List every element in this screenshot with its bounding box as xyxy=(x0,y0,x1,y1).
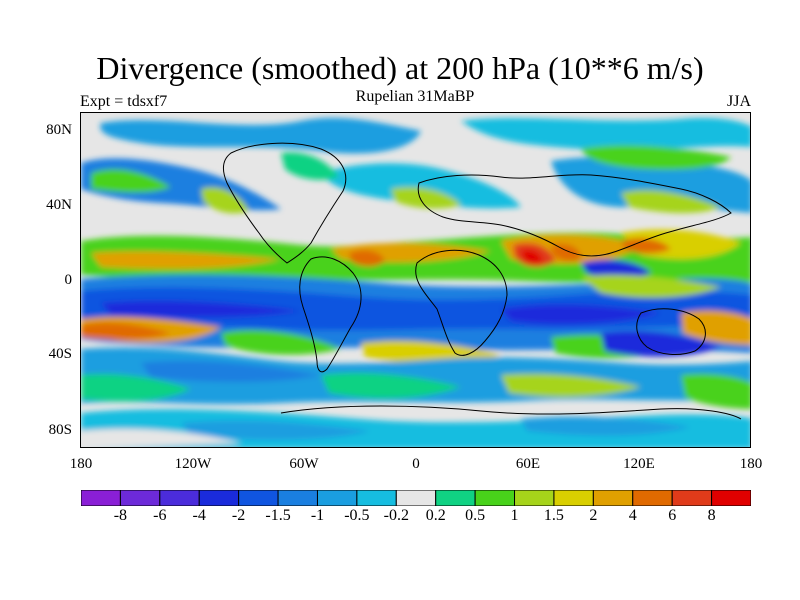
lat-label-80s: 80S xyxy=(48,422,72,438)
divergence-map xyxy=(80,112,751,448)
colorbar-swatch xyxy=(395,490,437,506)
coastlines xyxy=(223,142,742,420)
colorbar-label: 0.2 xyxy=(425,507,446,524)
colorbar-swatch xyxy=(119,490,161,506)
colorbar-label: 2 xyxy=(589,507,598,524)
colorbar-swatch xyxy=(316,490,358,506)
lon-label-180w: 180 xyxy=(69,456,93,472)
colorbar-swatch xyxy=(592,490,634,506)
lon-label-180e: 180 xyxy=(739,456,763,472)
lon-label-120w: 120W xyxy=(174,456,212,472)
lon-label-120e: 120E xyxy=(623,456,655,472)
lat-label-40s: 40S xyxy=(48,346,72,362)
colorbar-label: 1.5 xyxy=(543,507,564,524)
plot-subtitle: Rupelian 31MaBP xyxy=(355,88,475,105)
colorbar-swatch xyxy=(238,490,279,506)
colorbar-swatch xyxy=(711,490,751,506)
colorbar-swatch xyxy=(81,490,121,506)
colorbar-swatch xyxy=(159,490,200,506)
colorbar xyxy=(81,490,751,506)
colorbar-label: 6 xyxy=(668,507,677,524)
colorbar-label: -0.2 xyxy=(383,507,409,524)
colorbar-swatch xyxy=(198,490,240,506)
colorbar-label: -1.5 xyxy=(265,507,291,524)
colorbar-swatch xyxy=(277,490,318,506)
colorbar-swatch xyxy=(553,490,594,506)
season-label: JJA xyxy=(727,93,752,110)
colorbar-label: -8 xyxy=(113,507,128,524)
colorbar-label: -4 xyxy=(192,507,206,524)
colorbar-label: 4 xyxy=(628,507,637,524)
colorbar-label: -1 xyxy=(310,507,325,524)
colorbar-swatch xyxy=(671,490,713,506)
lon-label-0: 0 xyxy=(412,456,420,472)
colorbar-swatch xyxy=(632,490,673,506)
lon-label-60w: 60W xyxy=(289,456,319,472)
colorbar-label: 8 xyxy=(707,507,716,524)
lat-label-80n: 80N xyxy=(46,122,72,138)
colorbar-swatch xyxy=(514,490,555,506)
lon-label-60e: 60E xyxy=(515,456,541,472)
colorbar-label: -0.5 xyxy=(344,507,370,524)
lat-label-40n: 40N xyxy=(46,197,72,213)
colorbar-swatch xyxy=(356,490,397,506)
colorbar-swatch xyxy=(435,490,476,506)
colorbar-swatch xyxy=(474,490,516,506)
divergence-field xyxy=(81,113,750,447)
lat-label-equator: 0 xyxy=(64,272,73,288)
colorbar-label: 1 xyxy=(510,507,519,524)
experiment-label: Expt = tdsxf7 xyxy=(80,93,168,110)
plot-title: Divergence (smoothed) at 200 hPa (10**6 … xyxy=(96,50,704,86)
colorbar-label: -6 xyxy=(153,507,167,524)
colorbar-label: 0.5 xyxy=(465,507,486,524)
colorbar-label: -2 xyxy=(231,507,246,524)
